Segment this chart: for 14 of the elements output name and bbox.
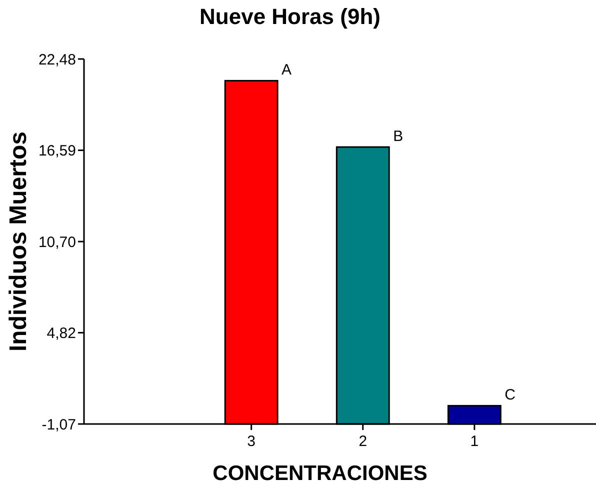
y-tick-label: 4,82 <box>46 324 76 342</box>
y-tick-label: 10,70 <box>38 234 76 251</box>
chart-title: Nueve Horas (9h) <box>200 4 380 29</box>
y-tick-label: 22,48 <box>38 51 76 68</box>
y-axis-title: Individuos Muertos <box>5 131 32 352</box>
annotation: B <box>393 128 404 146</box>
annotation: A <box>282 62 292 79</box>
x-tick-label: 1 <box>470 433 479 450</box>
y-tick-label: 16,59 <box>38 142 76 160</box>
x-tick-label: 2 <box>358 433 368 450</box>
x-tick-label: 3 <box>247 433 256 450</box>
annotation: C <box>504 386 516 404</box>
y-tick-label: -1,07 <box>42 416 76 434</box>
x-axis-title: CONCENTRACIONES <box>212 462 428 485</box>
